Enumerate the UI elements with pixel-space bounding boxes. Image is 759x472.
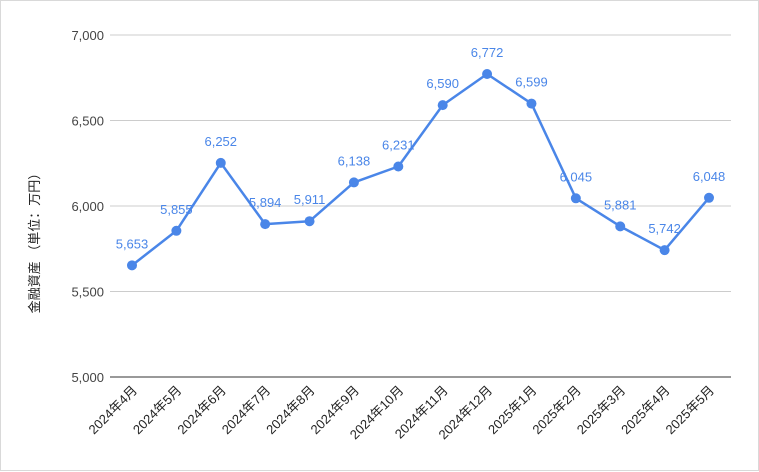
data-point — [659, 245, 670, 256]
data-point — [393, 161, 404, 172]
data-label: 6,590 — [426, 76, 459, 91]
data-point — [526, 98, 537, 109]
data-point — [482, 68, 493, 79]
data-label: 6,599 — [515, 75, 548, 90]
data-point — [215, 157, 226, 168]
y-tick-label: 5,000 — [71, 370, 104, 385]
data-label: 6,231 — [382, 137, 415, 152]
data-label: 5,911 — [294, 192, 326, 207]
series-line — [131, 72, 710, 267]
y-tick-label: 7,000 — [71, 28, 104, 43]
data-point — [704, 192, 714, 203]
data-label: 6,252 — [204, 134, 237, 149]
data-label: 5,653 — [116, 236, 149, 251]
y-tick-label: 6,500 — [71, 114, 104, 129]
data-point — [348, 177, 359, 188]
data-label: 5,742 — [648, 221, 681, 236]
data-label: 6,772 — [471, 45, 504, 60]
data-point — [437, 100, 448, 111]
data-point — [260, 219, 271, 230]
data-point — [127, 260, 137, 271]
data-label: 5,881 — [604, 197, 637, 212]
y-tick-label: 5,500 — [71, 285, 104, 300]
data-label: 6,138 — [338, 153, 371, 168]
data-point — [304, 216, 315, 227]
data-label: 6,045 — [560, 169, 593, 184]
y-tick-label: 6,000 — [71, 199, 104, 214]
x-tick-label: 2025年5月 — [663, 383, 718, 438]
data-point — [615, 221, 626, 232]
data-point — [171, 225, 182, 236]
data-label: 6,048 — [693, 169, 726, 184]
y-axis-title: 金融資産 （単位：万円） — [27, 167, 42, 314]
data-point — [570, 193, 581, 204]
data-label: 5,894 — [249, 195, 282, 210]
data-label: 5,855 — [160, 202, 193, 217]
